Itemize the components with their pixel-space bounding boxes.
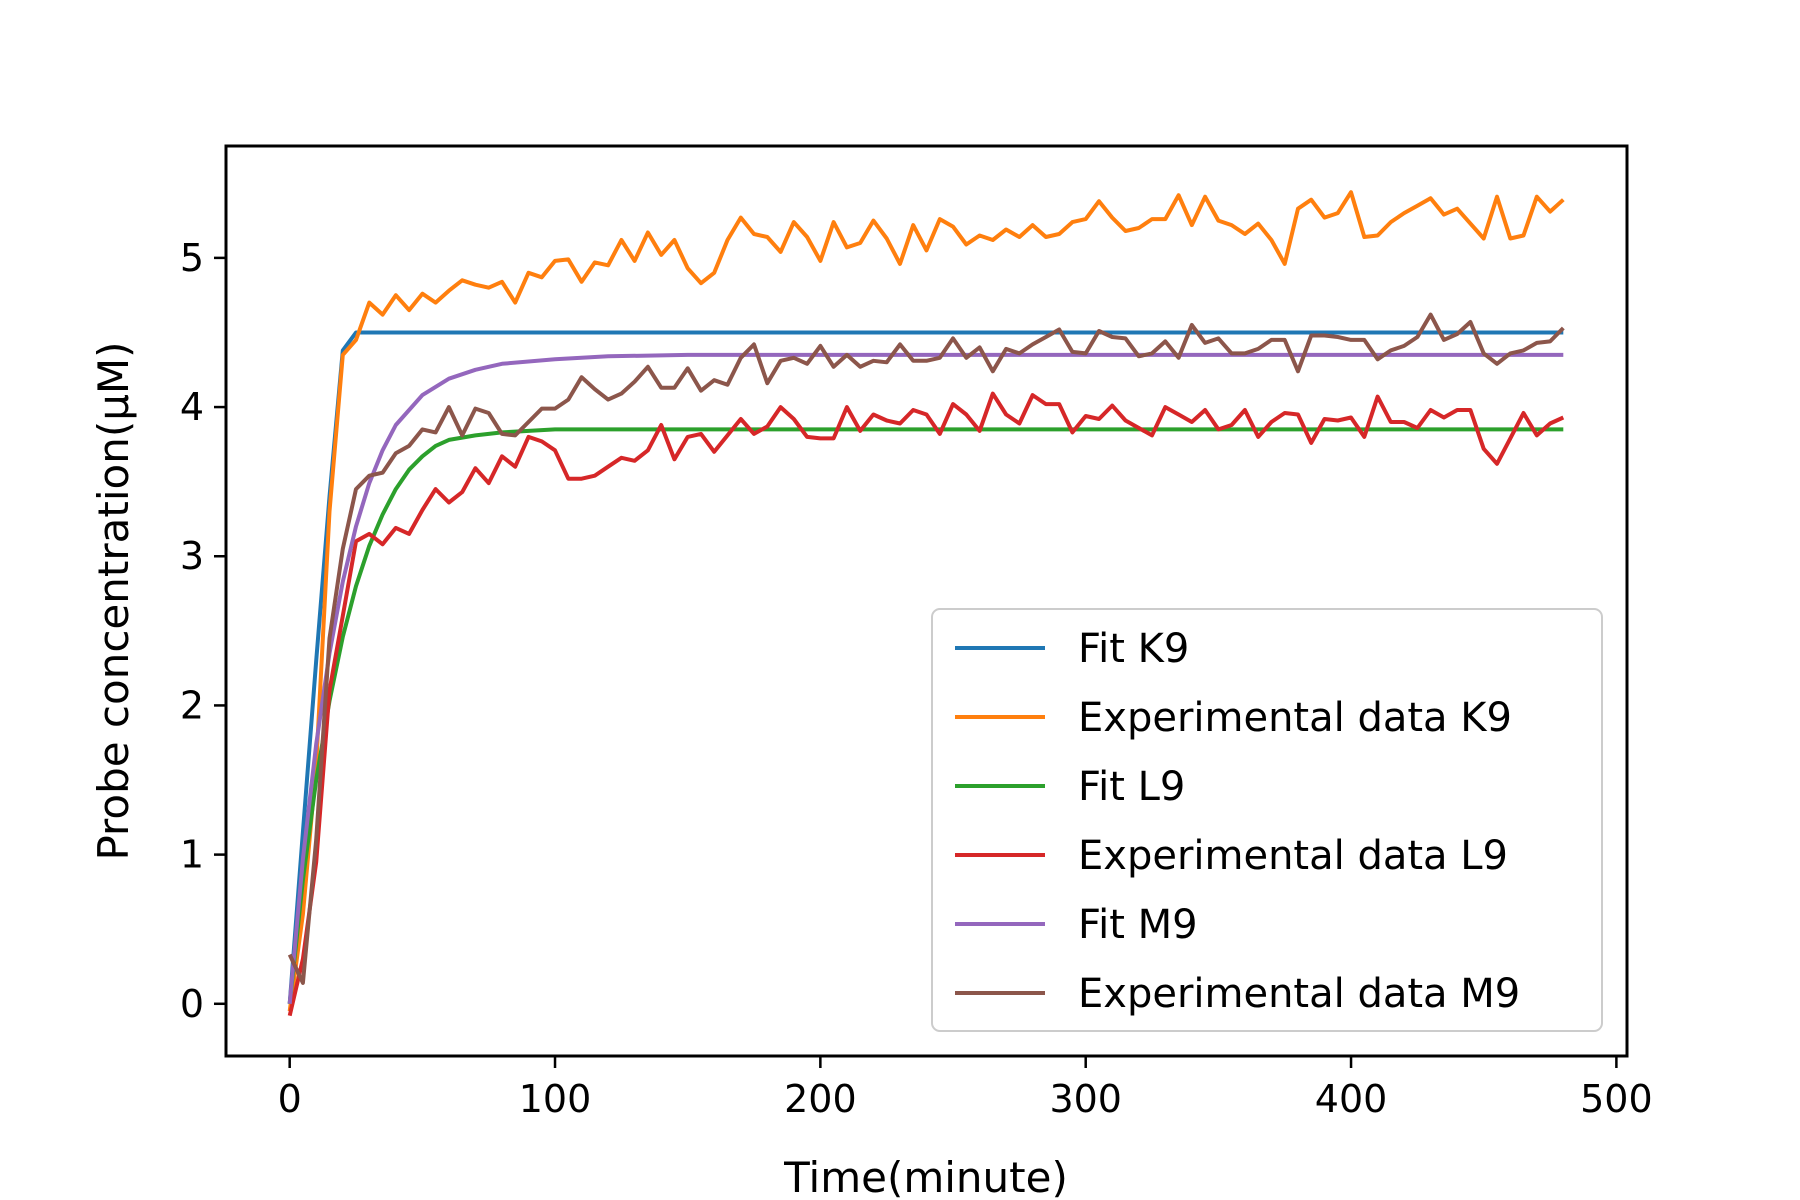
y-tick-label: 1 <box>180 833 204 877</box>
x-tick-label: 100 <box>519 1077 592 1121</box>
y-tick-label: 5 <box>180 236 204 280</box>
x-axis: 0 100 200 300 400 500 <box>278 1056 1653 1121</box>
x-axis-title: Time(minute) <box>783 1153 1068 1200</box>
y-axis: 0 1 2 3 4 5 <box>180 236 226 1026</box>
x-tick-label: 200 <box>784 1077 857 1121</box>
y-tick-label: 0 <box>180 982 204 1026</box>
legend-label: Fit K9 <box>1078 626 1189 672</box>
series-line-experimental-data-m9 <box>287 312 1565 985</box>
x-tick-label: 0 <box>278 1077 302 1121</box>
legend-label: Fit L9 <box>1078 764 1185 810</box>
x-tick-label: 400 <box>1315 1077 1388 1121</box>
y-tick-label: 2 <box>180 683 204 727</box>
y-axis-title: Probe concentration(μM) <box>89 341 138 860</box>
series-line-experimental-data-k9 <box>287 190 1565 1012</box>
x-tick-label: 500 <box>1580 1077 1653 1121</box>
plot-frame <box>224 144 1629 1058</box>
series-line-experimental-data-l9 <box>287 391 1565 1017</box>
legend-label: Experimental data L9 <box>1078 833 1508 879</box>
series-layer <box>287 190 1565 1017</box>
y-tick-label: 4 <box>180 385 204 429</box>
x-tick-label: 300 <box>1049 1077 1122 1121</box>
legend-label: Fit M9 <box>1078 902 1198 948</box>
legend-label: Experimental data K9 <box>1078 695 1512 741</box>
legend: Fit K9 Experimental data K9 Fit L9 Experime… <box>931 608 1603 1032</box>
y-tick-label: 3 <box>180 534 204 578</box>
legend-frame <box>931 608 1603 1032</box>
legend-label: Experimental data M9 <box>1078 971 1520 1017</box>
